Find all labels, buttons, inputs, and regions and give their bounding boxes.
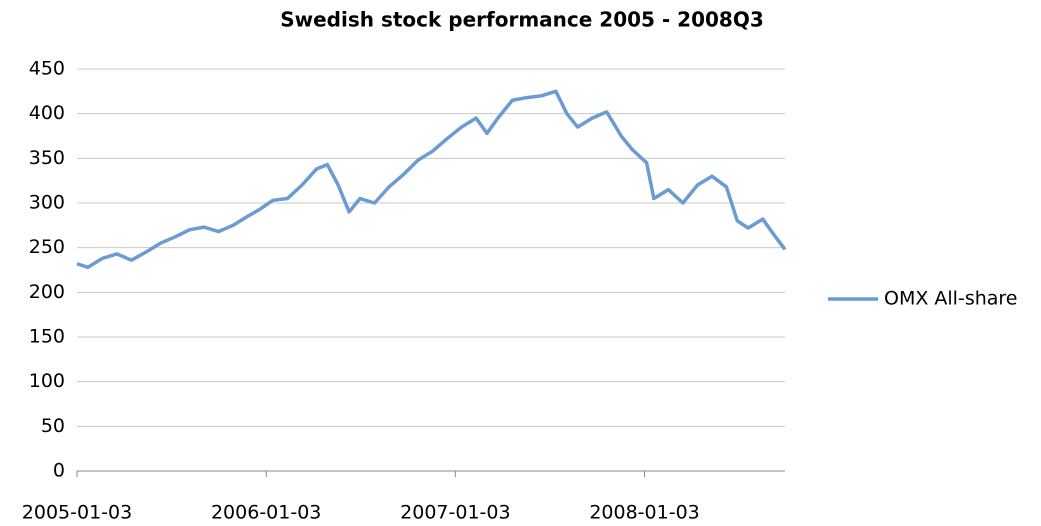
y-tick-label: 300 [29, 192, 65, 214]
series-line [76, 89, 787, 270]
y-tick-label: 200 [29, 281, 65, 303]
x-tick-label: 2005-01-03 [22, 502, 132, 524]
y-tick-label: 400 [29, 102, 65, 124]
y-tick-label: 350 [29, 147, 65, 169]
chart-title: Swedish stock performance 2005 - 2008Q3 [280, 8, 764, 32]
x-tick-label: 2008-01-03 [589, 502, 699, 524]
y-tick-label: 150 [29, 326, 65, 348]
x-tick-label: 2007-01-03 [400, 502, 510, 524]
y-tick-label: 50 [41, 415, 65, 437]
y-tick-label: 100 [29, 370, 65, 392]
y-tick-label: 250 [29, 236, 65, 258]
y-tick-label: 450 [29, 58, 65, 80]
x-tick-label: 2006-01-03 [211, 502, 321, 524]
legend-label: OMX All-share [884, 288, 1017, 310]
y-tick-label: 0 [53, 460, 65, 482]
